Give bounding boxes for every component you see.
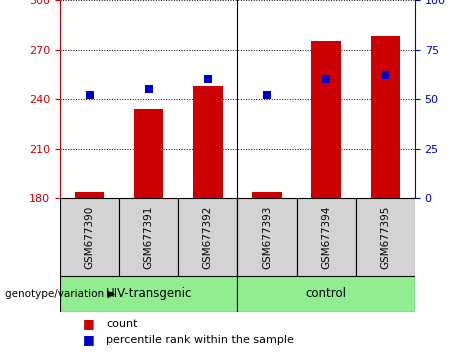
Bar [371,36,400,198]
Text: genotype/variation ▶: genotype/variation ▶ [5,289,115,299]
Text: HIV-transgenic: HIV-transgenic [106,287,192,300]
Bar [237,276,415,312]
Point [322,76,330,82]
Bar [178,198,237,276]
Text: GSM677393: GSM677393 [262,205,272,269]
Text: count: count [106,319,137,329]
Text: GSM677395: GSM677395 [380,205,390,269]
Text: GSM677391: GSM677391 [144,205,154,269]
Point [145,86,152,92]
Bar [193,86,223,198]
Bar [252,192,282,198]
Bar [296,198,356,276]
Text: percentile rank within the sample: percentile rank within the sample [106,335,294,345]
Point [263,92,271,98]
Bar [237,198,296,276]
Bar [311,41,341,198]
Text: GSM677392: GSM677392 [203,205,213,269]
Point [382,73,389,78]
Bar [60,198,119,276]
Bar [134,109,164,198]
Bar [60,276,237,312]
Text: ■: ■ [83,318,95,330]
Bar [119,198,178,276]
Text: ■: ■ [83,333,95,346]
Bar [356,198,415,276]
Text: control: control [306,287,347,300]
Text: GSM677390: GSM677390 [84,206,95,269]
Point [86,92,93,98]
Text: GSM677394: GSM677394 [321,205,331,269]
Bar [75,192,104,198]
Point [204,76,212,82]
